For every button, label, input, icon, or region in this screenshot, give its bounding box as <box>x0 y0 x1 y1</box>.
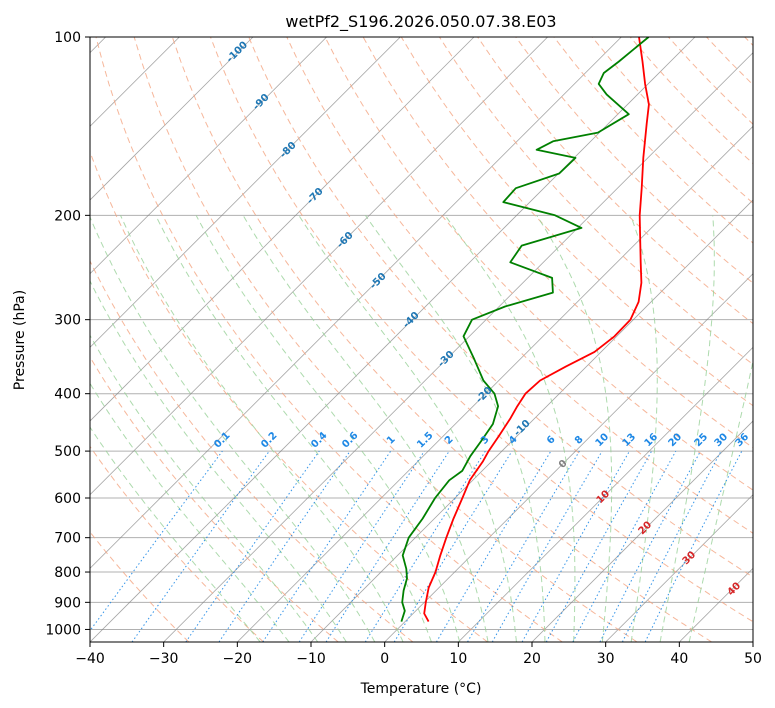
mixing-ratio-line-0.6 <box>218 450 351 642</box>
mixing-ratio-line-0.2 <box>131 450 270 642</box>
y-tick-label-1: 900 <box>54 595 81 611</box>
isotherm--20 <box>237 125 753 642</box>
y-tick-label-6: 400 <box>54 387 81 403</box>
y-tick-label-4: 600 <box>54 491 81 507</box>
moist-adiabat-0 <box>120 215 404 642</box>
x-tick-label-5: 10 <box>449 651 467 667</box>
moist-adiabat-20 <box>364 215 546 642</box>
moist-adiabat-8 <box>195 215 461 642</box>
temperature-profile-line <box>423 37 650 623</box>
isotherm--80 <box>90 37 401 348</box>
moist-adiabat--8 <box>90 279 347 642</box>
dry-adiabat-20 <box>95 37 563 642</box>
plot-frame <box>89 36 754 643</box>
y-tick-label-3: 700 <box>54 531 81 547</box>
moist-adiabat-28 <box>536 215 613 642</box>
moist-adiabat-24 <box>444 215 576 642</box>
mixing-ratio-line-16 <box>545 450 653 642</box>
x-tick-label-1: −30 <box>149 651 179 667</box>
dry-adiabat--20 <box>90 445 264 642</box>
mixing-ratio-line-1 <box>262 450 392 642</box>
mixing-ratio-line-2 <box>325 450 450 642</box>
moist-adiabat-36 <box>659 215 715 642</box>
y-tick-label-0: 1000 <box>45 622 81 638</box>
moist-adiabat--4 <box>90 215 376 642</box>
x-tick-label-3: −10 <box>296 651 326 667</box>
dry-adiabat-130 <box>515 37 753 284</box>
isotherm--70 <box>90 37 475 422</box>
isotherm--40 <box>90 37 696 642</box>
dry-adiabat-60 <box>248 37 753 578</box>
isotherm--90 <box>90 37 327 275</box>
dry-adiabat--10 <box>90 356 339 642</box>
dry-adiabat-80 <box>324 37 753 491</box>
y-tick-label-7: 300 <box>54 313 81 329</box>
x-tick-label-4: 0 <box>380 651 389 667</box>
mixing-ratio-line-0.4 <box>185 450 320 642</box>
profile-lines <box>400 37 650 623</box>
x-tick-label-0: −40 <box>75 651 105 667</box>
dry-adiabat-70 <box>286 37 753 534</box>
dewpoint-profile-line <box>400 37 650 622</box>
y-axis-ticks: 1000 900 800 700 600 500 400 300 200 100 <box>45 30 90 638</box>
isotherm-10 <box>458 346 753 642</box>
mixing-ratio-line-1.5 <box>298 450 425 642</box>
mixing-ratio-line-36 <box>644 450 743 642</box>
y-axis-label: Pressure (hPa) <box>12 290 28 390</box>
moist-adiabat-32 <box>630 215 658 642</box>
mixing-ratio-line-13 <box>521 450 630 642</box>
isotherm--100 <box>90 37 254 201</box>
dry-adiabat-50 <box>210 37 753 623</box>
background-lines <box>90 37 753 642</box>
moist-adiabat-12 <box>242 215 489 642</box>
y-tick-label-2: 800 <box>54 565 81 581</box>
isotherm--50 <box>90 37 622 569</box>
x-tick-label-2: −20 <box>223 651 253 667</box>
mixing-ratio-line-4 <box>393 450 513 642</box>
isotherm--30 <box>163 52 753 642</box>
x-tick-label-6: 20 <box>523 651 541 667</box>
dry-adiabat-0 <box>90 259 414 642</box>
isotherm-30 <box>605 494 753 642</box>
dry-adiabat-40 <box>171 37 712 642</box>
y-tick-label-9: 100 <box>54 30 81 46</box>
y-tick-label-8: 200 <box>54 208 81 224</box>
x-axis-label: Temperature (°C) <box>360 681 482 697</box>
x-tick-label-7: 30 <box>597 651 615 667</box>
moist-adiabat-4 <box>155 215 432 642</box>
moist-adiabat--12 <box>90 334 319 642</box>
x-tick-label-9: 50 <box>744 651 762 667</box>
isotherm--60 <box>90 37 548 496</box>
x-axis-ticks: −40 −30 −20 −10 0 10 20 30 40 50 <box>75 642 762 667</box>
y-tick-label-5: 500 <box>54 444 81 460</box>
chart-title: wetPf2_S196.2026.050.07.38.E03 <box>285 12 556 32</box>
isotherm-0 <box>384 273 753 642</box>
mixing-ratio-line-0.1 <box>90 450 223 632</box>
isotherm-20 <box>531 420 753 642</box>
mixing-ratio-line-20 <box>572 450 677 642</box>
x-tick-label-8: 40 <box>670 651 688 667</box>
moist-adiabat--20 <box>90 426 261 642</box>
